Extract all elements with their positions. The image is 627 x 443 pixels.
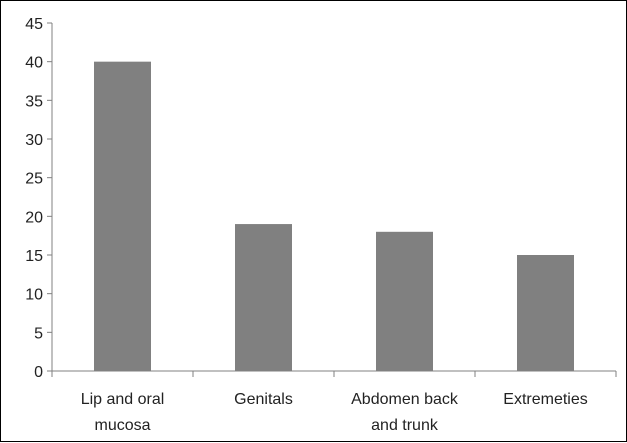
category-label: and trunk xyxy=(371,417,439,434)
y-tick-label: 20 xyxy=(25,209,43,226)
y-tick-label: 10 xyxy=(25,287,43,304)
bar xyxy=(94,61,151,372)
category-label: Abdomen back xyxy=(351,391,459,408)
category-labels: Lip and oral mucosa Genitals Abdomen back an… xyxy=(81,391,588,434)
category-label: Lip and oral xyxy=(81,391,165,408)
y-tick-label: 15 xyxy=(25,248,43,265)
y-tick-label: 30 xyxy=(25,132,43,149)
bar xyxy=(376,231,433,371)
y-tick-label: 45 xyxy=(25,16,43,33)
category-label: mucosa xyxy=(94,417,150,434)
y-tick-label: 0 xyxy=(34,364,43,381)
y-tick-label: 35 xyxy=(25,93,43,110)
bar xyxy=(517,255,574,371)
y-tick-label: 40 xyxy=(25,55,43,72)
bars xyxy=(94,61,574,372)
y-tick-label: 5 xyxy=(34,325,43,342)
bar xyxy=(235,224,292,371)
x-axis xyxy=(51,370,617,377)
category-label: Extremeties xyxy=(503,391,587,408)
y-axis: 0 5 10 15 20 25 30 35 40 45 xyxy=(25,16,53,381)
y-tick-label: 25 xyxy=(25,171,43,188)
category-label: Genitals xyxy=(234,391,293,408)
